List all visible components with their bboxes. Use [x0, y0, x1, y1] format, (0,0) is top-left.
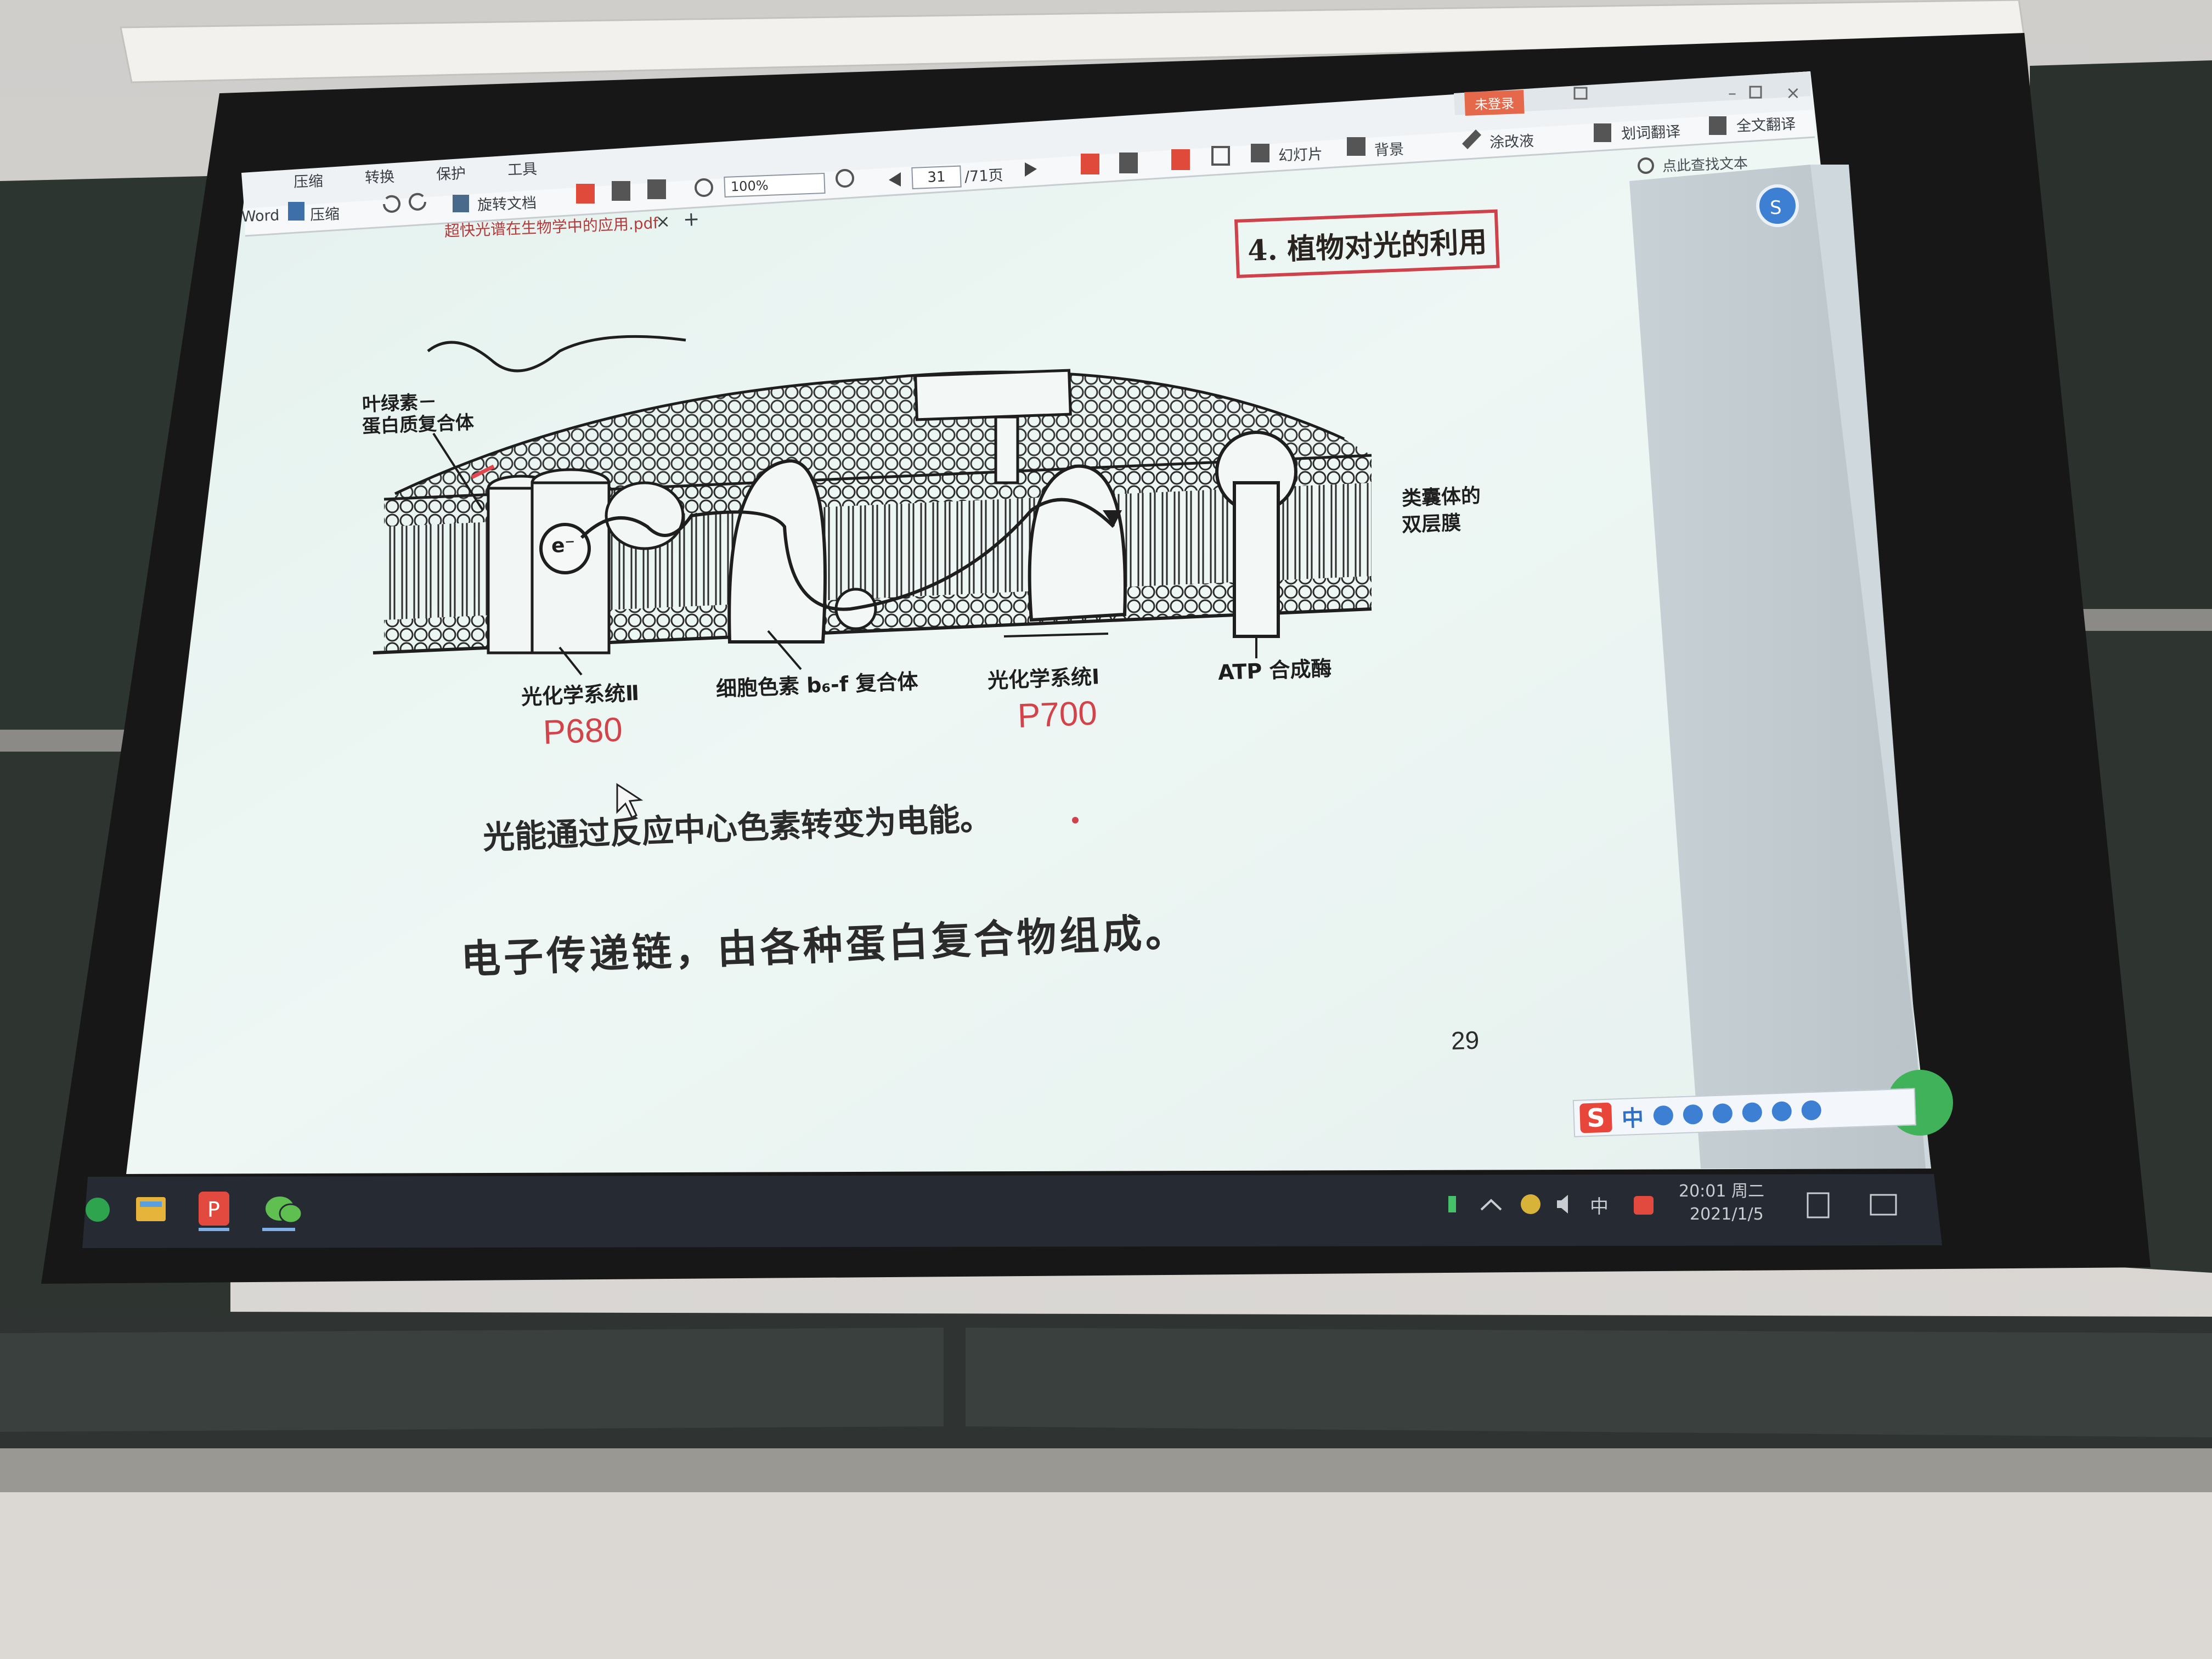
notification-icon — [1870, 1194, 1897, 1216]
taskbar-time[interactable]: 20:01 周二 — [1679, 1182, 1764, 1201]
current-page-input[interactable]: 31 — [911, 165, 962, 189]
label-chlorophyll-complex-line2: 蛋白质复合体 — [362, 411, 475, 438]
new-tab-button[interactable]: + — [682, 207, 700, 231]
maximize-icon — [1749, 86, 1762, 99]
file-explorer-icon — [136, 1197, 166, 1221]
redo-icon — [409, 193, 426, 211]
slideshow-icon — [1251, 144, 1269, 162]
toolbar-bar — [241, 71, 1813, 208]
prev-page-icon — [889, 172, 901, 187]
svg-text:P: P — [207, 1198, 220, 1222]
tray-app-icon — [1521, 1194, 1541, 1214]
full-translate-icon — [1709, 116, 1726, 135]
full-translate-button[interactable]: 全文翻译 — [1736, 115, 1796, 135]
slideshow-button[interactable]: 幻灯片 — [1278, 145, 1323, 165]
translate-icon — [1594, 123, 1611, 142]
chevron-up-icon — [1480, 1199, 1502, 1211]
ime-emoji-icon[interactable] — [1683, 1104, 1703, 1125]
notes-icon — [1807, 1192, 1830, 1218]
background-button[interactable]: 背景 — [1374, 140, 1404, 159]
columns-icon — [1119, 153, 1138, 173]
grid-icon — [612, 181, 630, 201]
undo-icon — [383, 195, 400, 213]
ime-voice-icon[interactable] — [1712, 1103, 1733, 1124]
word-button-label[interactable]: Word — [241, 207, 280, 225]
total-pages-label: /71页 — [964, 167, 1004, 185]
zoom-in-icon — [836, 169, 854, 188]
layout-icon — [647, 179, 666, 199]
minimize-icon: – — [1728, 84, 1736, 103]
label-membrane-line1: 类囊体的 — [1401, 484, 1481, 510]
zoom-out-icon — [695, 178, 713, 197]
ime-punctuation-icon[interactable] — [1653, 1105, 1674, 1126]
window-icon — [1573, 87, 1588, 100]
slide-page-number: 29 — [1451, 1025, 1480, 1055]
label-photosystem-2: 光化学系统Ⅱ — [521, 680, 640, 709]
menu-tab-convert[interactable]: 转换 — [364, 168, 395, 187]
ime-skin-icon[interactable] — [1771, 1101, 1792, 1122]
annotate-icon — [1462, 129, 1481, 149]
ime-keyboard-icon[interactable] — [1742, 1102, 1763, 1123]
label-membrane-line2: 双层膜 — [1401, 511, 1462, 537]
p700-label: P700 — [1017, 694, 1098, 735]
slide-title: 4. 植物对光的利用 — [1234, 209, 1500, 278]
fullscreen-icon — [1211, 146, 1230, 166]
compress-button[interactable]: 压缩 — [309, 205, 340, 224]
word-icon — [288, 202, 304, 221]
rotate-document-button[interactable]: 旋转文档 — [477, 194, 537, 214]
menu-tab-tools[interactable]: 工具 — [507, 160, 538, 179]
next-page-icon — [1025, 162, 1037, 177]
ime-mode-label[interactable]: 中 — [1621, 1105, 1644, 1132]
background-icon — [1347, 137, 1365, 156]
volume-icon — [1557, 1195, 1568, 1214]
taskbar-date[interactable]: 2021/1/5 — [1690, 1205, 1764, 1224]
tray-ime-indicator[interactable]: 中 — [1590, 1196, 1609, 1218]
svg-text:S: S — [1770, 197, 1782, 219]
ime-toolbox-icon[interactable] — [1801, 1100, 1822, 1121]
electron-symbol: e⁻ — [551, 534, 576, 557]
sogou-logo-icon: S — [1579, 1102, 1612, 1133]
thylakoid-membrane-diagram — [373, 335, 1372, 819]
word-translate-button[interactable]: 划词翻译 — [1621, 123, 1681, 143]
p680-label: P680 — [542, 710, 624, 752]
annotate-button[interactable]: 涂改液 — [1489, 132, 1534, 151]
tab-close-icon[interactable]: × — [655, 210, 671, 232]
zoom-select[interactable]: 100% — [724, 172, 826, 198]
search-icon — [1638, 157, 1654, 174]
pdf-reader-icon — [199, 1192, 229, 1226]
battery-icon — [1448, 1196, 1456, 1212]
assistant-badge-icon — [1756, 184, 1799, 227]
taskbar — [82, 1174, 1942, 1248]
sogou-tray-icon — [1634, 1196, 1654, 1215]
login-button[interactable]: 未登录 — [1464, 89, 1525, 116]
menu-tab-compress[interactable]: 压缩 — [293, 172, 324, 191]
pdf-icon — [1081, 154, 1099, 174]
close-icon: × — [1786, 82, 1801, 103]
highlight-icon — [1171, 149, 1190, 170]
rotate-icon — [453, 195, 469, 212]
label-photosystem-1: 光化学系统Ⅰ — [987, 664, 1100, 693]
label-atp-synthase: ATP 合成酶 — [1217, 656, 1333, 685]
toolbar-icons: – × — [288, 82, 1801, 221]
search-input[interactable]: 点此查找文本 — [1662, 155, 1748, 175]
taskbar-app-icon — [86, 1198, 110, 1222]
menu-tab-protect[interactable]: 保护 — [436, 165, 466, 183]
mouse-cursor-icon — [616, 783, 644, 819]
split-icon — [576, 184, 595, 204]
